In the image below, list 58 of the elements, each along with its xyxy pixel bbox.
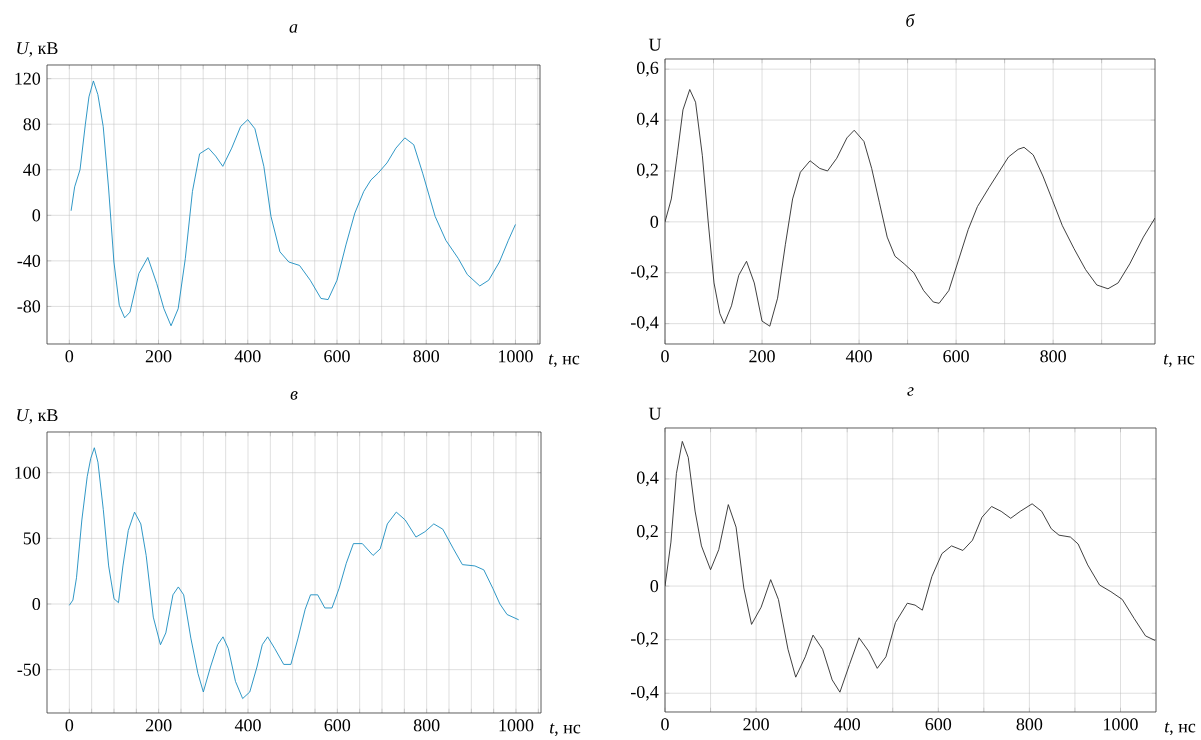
y-tick-label: 100	[15, 466, 41, 479]
x-tick-label: 200	[145, 719, 172, 732]
x-tick-label: 0	[65, 350, 74, 363]
chart-title: в	[290, 391, 298, 400]
y-tick-label: -80	[17, 300, 41, 313]
x-tick-label: 800	[1016, 718, 1043, 731]
y-tick-label: 50	[23, 532, 41, 545]
x-axis-title: t, нс	[548, 354, 580, 368]
y-axis-title: U, кВ	[17, 42, 58, 57]
line-series	[70, 80, 516, 327]
y-tick-label: 120	[15, 72, 41, 85]
chart-title: а	[289, 24, 298, 33]
chart-title: б	[906, 13, 916, 27]
y-tick-label: -50	[17, 663, 41, 676]
y-tick-label: 0	[650, 215, 659, 228]
x-tick-label: 400	[234, 350, 261, 363]
x-tick-label: 400	[845, 350, 872, 363]
y-tick-label: -0,4	[630, 316, 659, 332]
x-axis-title: t, нс	[549, 723, 581, 737]
x-axis-title: t, нс	[1164, 722, 1196, 736]
y-axis-title: U	[648, 407, 662, 420]
chart-title: г	[907, 387, 914, 396]
line-series	[68, 447, 520, 699]
y-tick-label: -0,2	[630, 632, 658, 648]
x-tick-label: 200	[749, 350, 775, 363]
x-tick-label: 800	[1040, 350, 1066, 363]
x-tick-label: 800	[413, 719, 440, 732]
x-tick-label: 0	[661, 718, 669, 731]
y-tick-label: 0,6	[637, 61, 659, 77]
x-tick-label: 600	[925, 718, 952, 731]
y-tick-label: -40	[17, 254, 41, 267]
x-tick-label: 1000	[499, 719, 534, 732]
x-tick-label: 1000	[499, 350, 533, 363]
x-tick-label: 1000	[1104, 718, 1138, 731]
x-tick-label: 200	[743, 718, 769, 731]
y-axis-title: U	[648, 38, 662, 51]
x-axis-title: t, нс	[1164, 354, 1195, 368]
y-tick-label: -0,4	[630, 685, 659, 701]
y-tick-label: 0,2	[637, 163, 658, 179]
y-tick-label: 40	[23, 163, 41, 176]
x-tick-label: 600	[943, 350, 969, 363]
y-tick-label: 0,4	[637, 112, 659, 128]
y-tick-label: 0	[650, 580, 659, 593]
x-tick-label: 600	[324, 350, 350, 363]
x-tick-label: 0	[661, 350, 669, 363]
y-tick-label: 0,4	[637, 471, 659, 487]
y-tick-label: -0,2	[630, 265, 658, 281]
y-tick-label: 0	[32, 209, 41, 222]
x-tick-label: 400	[834, 718, 861, 731]
x-tick-label: 800	[413, 350, 440, 363]
y-tick-label: 0	[32, 597, 41, 611]
x-tick-label: 600	[324, 719, 351, 732]
x-tick-label: 200	[145, 350, 172, 363]
y-tick-label: 80	[23, 118, 41, 131]
y-axis-title: U, кВ	[17, 409, 58, 424]
x-tick-label: 400	[234, 719, 261, 732]
y-tick-label: 0,2	[637, 525, 658, 540]
x-tick-label: 0	[65, 719, 74, 732]
